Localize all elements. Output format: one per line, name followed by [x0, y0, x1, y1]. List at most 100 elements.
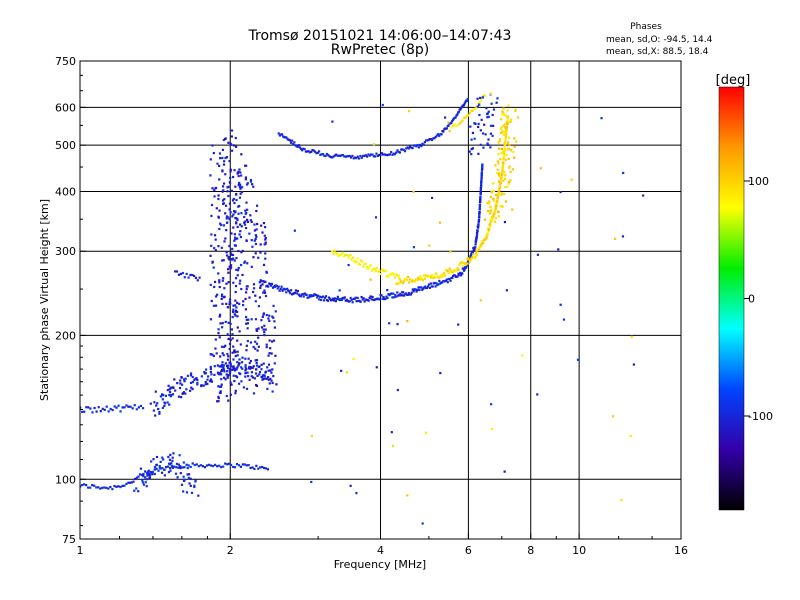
scatter-point [186, 466, 189, 470]
scatter-point [402, 281, 405, 285]
scatter-point [268, 314, 271, 317]
scatter-point [508, 136, 511, 139]
scatter-point [233, 239, 236, 242]
scatter-point [226, 190, 229, 193]
scatter-point [158, 466, 161, 469]
scatter-point [226, 375, 229, 378]
colorbar-label: [deg] [716, 73, 751, 88]
scatter-point [501, 165, 505, 168]
scatter-point [218, 227, 221, 231]
scatter-point [244, 364, 247, 367]
scatter-point [422, 274, 426, 277]
scatter-point [225, 282, 228, 285]
scatter-point [228, 208, 231, 211]
scatter-point [228, 342, 232, 346]
scatter-point [273, 326, 276, 329]
scatter-point [508, 180, 511, 183]
scatter-point [425, 286, 429, 290]
scatter-point [268, 382, 271, 385]
scatter-point [460, 105, 463, 109]
scatter-point [458, 122, 461, 125]
scatter-point [280, 133, 284, 136]
scatter-point [239, 187, 242, 190]
scatter-point [416, 144, 419, 147]
scatter-point [178, 466, 181, 469]
scatter-point [243, 223, 247, 226]
scatter-point [163, 404, 166, 408]
scatter-point [234, 185, 237, 188]
scatter-point [221, 352, 224, 355]
scatter-point [250, 375, 253, 378]
scatter-point [247, 375, 250, 378]
scatter-point [375, 152, 378, 155]
scatter-point [141, 479, 144, 482]
scatter-point [399, 292, 402, 295]
scatter-point [211, 261, 214, 264]
scatter-point [161, 393, 164, 396]
scatter-point [224, 156, 227, 160]
scatter-point [231, 351, 234, 354]
noise-point [493, 220, 497, 224]
scatter-point [294, 144, 297, 147]
scatter-point [247, 367, 251, 370]
scatter-point [186, 374, 190, 377]
scatter-point [231, 365, 234, 368]
scatter-point [115, 485, 118, 488]
scatter-point [219, 222, 222, 225]
scatter-point [416, 278, 419, 282]
scatter-point [454, 116, 457, 119]
scatter-point [504, 126, 507, 129]
scatter-point [80, 485, 82, 488]
scatter-point [299, 147, 303, 150]
scatter-point [477, 102, 480, 105]
scatter-point [215, 207, 218, 210]
scatter-point [146, 473, 149, 476]
noise-point [386, 288, 389, 292]
scatter-point [254, 237, 257, 241]
scatter-point [231, 253, 235, 257]
scatter-point [262, 312, 266, 315]
scatter-point [478, 215, 481, 218]
chart-title: Tromsø 20151021 14:06:00–14:07:43 [248, 28, 512, 44]
scatter-point [222, 354, 225, 357]
scatter-point [473, 256, 476, 260]
scatter-point [257, 256, 260, 259]
scatter-point [388, 273, 391, 276]
scatter-point [446, 281, 449, 284]
scatter-point [244, 372, 247, 375]
scatter-point [268, 369, 271, 372]
scatter-point [234, 304, 237, 307]
scatter-point [228, 347, 231, 351]
scatter-point [142, 475, 145, 478]
scatter-point [210, 244, 213, 247]
scatter-point [243, 221, 246, 224]
scatter-point [167, 470, 171, 474]
scatter-point [506, 115, 510, 118]
scatter-point [227, 141, 230, 144]
scatter-point [355, 260, 358, 263]
scatter-point [216, 465, 219, 468]
scatter-point [157, 469, 160, 472]
scatter-point [486, 201, 490, 204]
scatter-point [249, 466, 252, 470]
scatter-point [230, 253, 233, 256]
scatter-point [212, 464, 215, 468]
scatter-point [267, 317, 270, 320]
scatter-point [445, 278, 448, 281]
scatter-point [504, 186, 507, 189]
scatter-point [220, 373, 223, 376]
scatter-point [185, 272, 188, 276]
scatter-point [181, 271, 184, 275]
y-tick-label: 300 [55, 245, 76, 258]
scatter-point [234, 145, 238, 148]
scatter-point [473, 108, 476, 111]
scatter-point [153, 465, 157, 469]
scatter-point [227, 281, 230, 284]
scatter-point [478, 210, 481, 214]
scatter-point [437, 283, 440, 286]
scatter-point [345, 254, 348, 257]
scatter-point [269, 347, 272, 350]
scatter-point [478, 248, 481, 251]
scatter-point [218, 279, 221, 282]
scatter-point [369, 264, 372, 267]
